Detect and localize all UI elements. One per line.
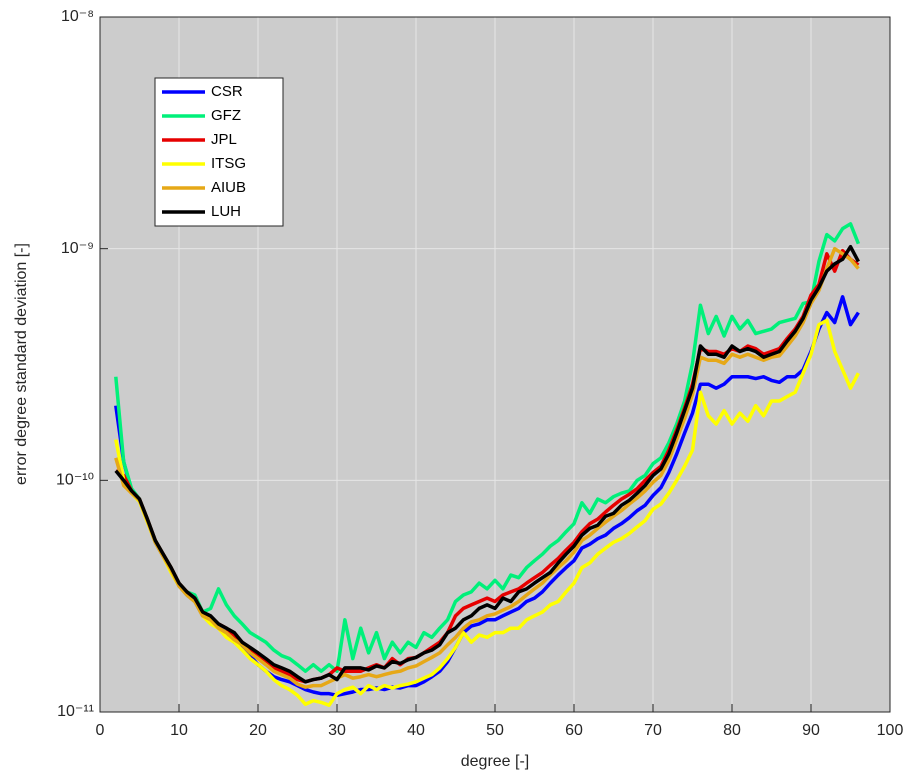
x-tick-label: 0 xyxy=(96,722,105,739)
legend: CSR GFZ JPL ITSG AIUB LUH xyxy=(154,77,284,227)
y-tick-label: 10⁻⁸ xyxy=(61,8,94,25)
data-line xyxy=(114,244,860,684)
x-axis-label: degree [-] xyxy=(461,753,529,770)
y-tick-label: 10⁻⁹ xyxy=(61,240,94,257)
y-tick-label: 10⁻¹⁰ xyxy=(56,472,94,489)
legend-label: ITSG xyxy=(211,155,246,172)
legend-label: CSR xyxy=(211,83,243,100)
x-tick-label: 70 xyxy=(644,722,662,739)
data-line xyxy=(114,246,860,689)
plot-frame xyxy=(99,16,891,713)
x-tick-label: 40 xyxy=(407,722,425,739)
x-tick-label: 30 xyxy=(328,722,346,739)
y-axis-label: error degree standard deviation [-] xyxy=(13,243,30,485)
legend-label: JPL xyxy=(211,131,237,148)
x-tick-label: 10 xyxy=(170,722,188,739)
data-line xyxy=(114,318,860,707)
x-tick-label: 20 xyxy=(249,722,267,739)
x-tick-label: 60 xyxy=(565,722,583,739)
data-line xyxy=(114,222,861,673)
legend-label: GFZ xyxy=(211,107,241,124)
x-tick-label: 80 xyxy=(723,722,741,739)
x-tick-label: 50 xyxy=(486,722,504,739)
y-tick-label: 10⁻¹¹ xyxy=(57,703,94,720)
legend-label: AIUB xyxy=(211,179,246,196)
legend-label: LUH xyxy=(211,203,241,220)
legend-box xyxy=(154,77,284,227)
x-tick-label: 100 xyxy=(877,722,904,739)
x-tick-label: 90 xyxy=(802,722,820,739)
